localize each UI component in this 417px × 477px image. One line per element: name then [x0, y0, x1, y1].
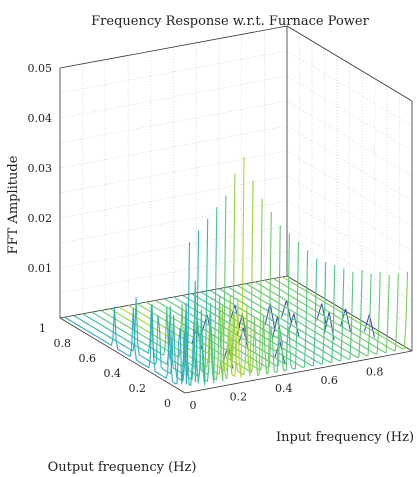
- waterfall-line: [64, 242, 191, 385]
- floor-grid-y: [72, 283, 300, 326]
- floor-grid-y: [97, 298, 325, 341]
- x-tick-label: 0.6: [320, 374, 338, 387]
- x-tick-label: 0.4: [275, 382, 293, 395]
- sparse-spike: [316, 303, 328, 327]
- sparse-spike: [237, 327, 249, 352]
- back-grid-z: [59, 150, 288, 194]
- z-tick-label: 0.05: [28, 62, 53, 75]
- side-top-edge: [286, 25, 413, 102]
- side-floor-edge: [286, 275, 413, 352]
- x-axis-label: Input frequency (Hz): [276, 430, 414, 445]
- y-tick-label: 0.2: [129, 382, 147, 395]
- floor-grid-y: [172, 343, 400, 386]
- back-grid-z: [59, 200, 288, 244]
- side-grid-z: [286, 75, 413, 152]
- back-grid-z: [59, 125, 288, 169]
- y-axis-line: [59, 317, 186, 394]
- floor-grid-y: [159, 335, 388, 379]
- chart-title: Frequency Response w.r.t. Furnace Power: [91, 14, 369, 29]
- back-top-edge: [59, 25, 288, 69]
- y-tick-label: 1: [39, 322, 46, 335]
- y-tick-label: 0.4: [104, 367, 122, 380]
- back-grid-z: [59, 225, 288, 269]
- x-tick-label: 0.2: [230, 391, 248, 404]
- x-tick-label: 0.8: [366, 365, 384, 378]
- back-grid-z: [59, 50, 288, 94]
- floor-grid-y: [147, 328, 375, 371]
- side-grid-z: [286, 50, 413, 127]
- back-grid-z: [59, 250, 288, 294]
- side-grid-z: [286, 100, 413, 177]
- z-axis-label: FFT Amplitude: [6, 155, 21, 254]
- floor-grid-y: [109, 305, 338, 349]
- y-tick-label: 0: [164, 397, 171, 410]
- sparse-spike: [363, 314, 375, 338]
- y-axis-label: Output frequency (Hz): [48, 460, 197, 475]
- waterfall-curves: [64, 157, 409, 386]
- back-grid-z: [59, 100, 288, 144]
- side-grid-z: [286, 150, 413, 227]
- floor-grid-x: [241, 284, 367, 360]
- y-tick-label: 0.8: [54, 337, 72, 350]
- z-tick-label: 0.03: [28, 162, 53, 175]
- z-tick-label: 0.04: [28, 112, 53, 125]
- back-grid-z: [59, 75, 288, 119]
- y-tick-label: 0.6: [79, 352, 97, 365]
- z-tick-label: 0.02: [28, 212, 53, 225]
- floor-grid-x: [196, 292, 322, 369]
- floor-grid-y: [122, 313, 350, 356]
- z-tick-label: 0.01: [28, 262, 53, 275]
- waterfall-line: [73, 230, 200, 386]
- back-grid-z: [59, 175, 288, 219]
- x-tick-label: 0: [190, 399, 197, 412]
- tick-labels: 00.20.40.60.8100.20.40.60.810.010.020.03…: [28, 62, 417, 412]
- x-axis-line: [184, 350, 413, 394]
- floor-grid-y: [84, 290, 313, 334]
- side-grid-z: [286, 225, 413, 302]
- back-pane: [60, 26, 287, 318]
- floor-grid-x: [150, 300, 276, 377]
- side-grid-z: [286, 125, 413, 202]
